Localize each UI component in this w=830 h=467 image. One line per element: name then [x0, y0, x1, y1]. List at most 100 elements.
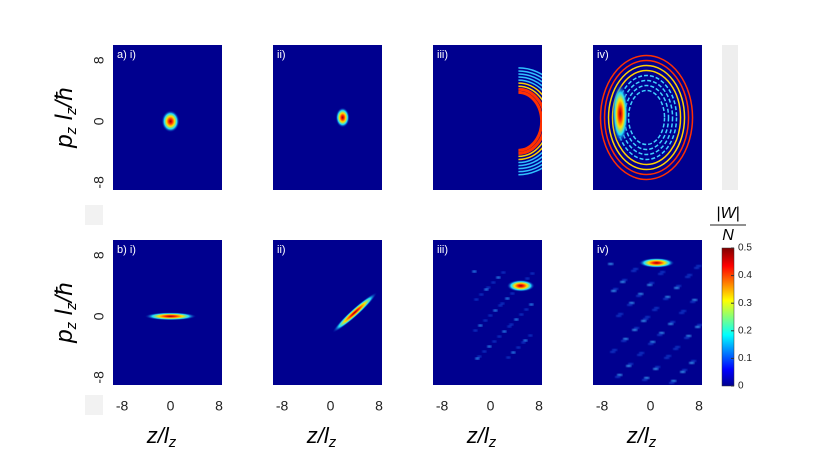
label-part: z — [63, 302, 80, 311]
speckle — [691, 359, 697, 362]
speckle — [473, 329, 478, 332]
x-tick-label: -8 — [436, 398, 449, 414]
speckle — [477, 355, 482, 358]
speckle — [649, 281, 655, 284]
panel: a) i) — [113, 45, 222, 190]
label-part: l — [51, 309, 78, 322]
speckle — [663, 297, 669, 300]
x-tick-label: -8 — [596, 398, 609, 414]
colorbar-tick-label: 0.5 — [738, 243, 752, 254]
speckle — [644, 376, 650, 379]
speckle — [660, 270, 666, 273]
speckle — [623, 337, 629, 340]
label-part: z — [63, 321, 80, 330]
blob — [506, 279, 535, 292]
label-part: /ħ — [51, 87, 78, 109]
speckle — [611, 289, 617, 292]
heatmap-content — [161, 110, 180, 133]
speckle — [610, 350, 616, 353]
strip — [722, 45, 738, 190]
fringe — [518, 82, 542, 161]
speckle — [488, 314, 493, 317]
speckle — [622, 278, 628, 281]
speckle — [696, 264, 702, 267]
panel: iii) — [433, 240, 542, 385]
speckle — [528, 334, 533, 337]
speckle — [657, 333, 663, 336]
fringe — [599, 54, 694, 181]
speckle — [483, 319, 488, 322]
panel-label: ii) — [277, 49, 286, 61]
y-axis-label: pz lz/ħ — [51, 282, 80, 343]
speckle — [617, 373, 623, 376]
speckle — [482, 350, 487, 353]
label-part: z — [168, 434, 177, 451]
blob — [335, 107, 350, 128]
speckle — [487, 345, 492, 348]
speckle — [689, 361, 695, 364]
speckle — [681, 309, 687, 312]
speckle — [509, 323, 514, 326]
speckle — [608, 262, 614, 265]
speckle — [492, 340, 497, 343]
x-axis-label: z/lz — [306, 423, 337, 451]
colorbar-label-bottom: N — [722, 227, 734, 244]
speckle — [615, 375, 621, 378]
speckle — [621, 339, 627, 342]
label-part: z — [648, 434, 657, 451]
speckle — [634, 326, 640, 329]
x-tick-label: 8 — [695, 398, 703, 414]
heatmap — [273, 240, 382, 385]
speckle — [475, 357, 480, 360]
strip — [85, 205, 103, 225]
speckle — [478, 324, 483, 327]
speckle — [620, 280, 626, 283]
speckle — [638, 292, 644, 295]
colorbar-tick-label: 0 — [738, 381, 744, 392]
speckle — [648, 342, 654, 345]
speckle — [675, 345, 681, 348]
blob — [144, 312, 197, 321]
speckle — [669, 381, 675, 384]
heatmap — [273, 45, 382, 190]
colorbar-tick-label: 0.1 — [738, 353, 752, 364]
blob — [332, 292, 378, 333]
speckle — [493, 309, 498, 312]
speckle — [519, 313, 524, 316]
speckle — [486, 286, 491, 289]
speckle — [664, 356, 670, 359]
speckle — [618, 312, 624, 315]
speckle — [692, 298, 698, 301]
heatmap-content — [472, 270, 535, 360]
fringe — [607, 64, 686, 171]
heatmap-content — [144, 312, 197, 321]
panel: iv) — [593, 45, 702, 190]
speckle — [684, 336, 690, 339]
speckle — [676, 284, 682, 287]
speckle — [654, 306, 660, 309]
speckle — [506, 356, 511, 359]
speckle — [633, 267, 639, 270]
speckle — [496, 276, 501, 279]
speckle — [497, 335, 502, 338]
y-tick-label: -8 — [91, 176, 107, 189]
speckle — [502, 330, 507, 333]
speckle — [665, 295, 671, 298]
label-part: z/l — [146, 423, 170, 448]
blob — [161, 110, 180, 133]
label-part: l — [51, 114, 78, 127]
speckle — [491, 281, 496, 284]
y-tick-label: 8 — [91, 56, 107, 64]
panel-label: iii) — [437, 49, 448, 61]
fringe — [518, 79, 542, 164]
speckle — [500, 302, 505, 305]
fringe — [518, 76, 542, 167]
speckle — [680, 370, 686, 373]
speckle — [670, 320, 676, 323]
heatmap — [433, 240, 542, 385]
label-part: z/l — [306, 423, 330, 448]
speckle — [685, 275, 691, 278]
strip — [85, 395, 103, 415]
